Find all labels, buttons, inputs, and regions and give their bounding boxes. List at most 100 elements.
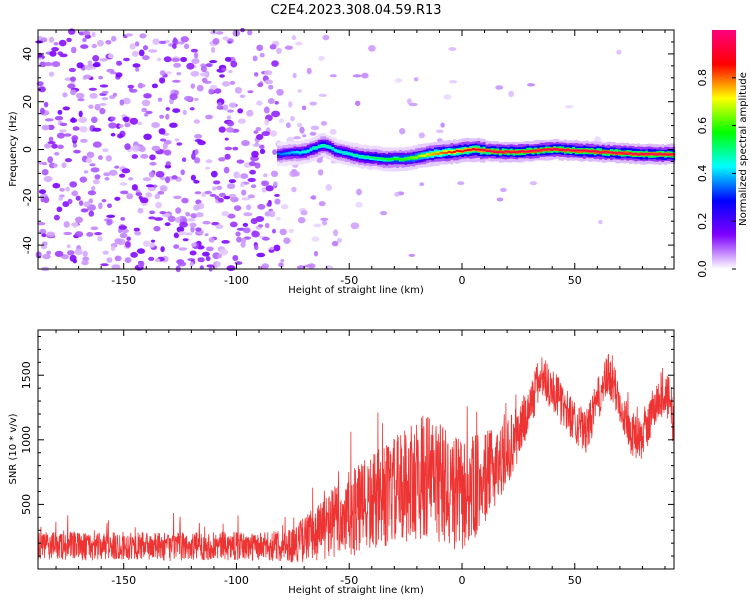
heatmap-ridge-cell xyxy=(563,149,567,153)
colorbar-tick-label: 0.2 xyxy=(696,212,709,230)
heatmap-cell xyxy=(259,148,266,154)
heatmap-cell xyxy=(127,84,135,89)
heatmap-cell xyxy=(131,184,138,191)
heatmap-cell xyxy=(300,210,308,216)
heatmap-cell xyxy=(134,231,142,236)
heatmap-cell xyxy=(135,192,143,197)
heatmap-cell xyxy=(97,39,104,47)
heatmap-cell xyxy=(66,37,72,43)
heatmap-cell xyxy=(221,211,230,217)
heatmap-ridge-cell xyxy=(496,151,500,153)
heatmap-cell xyxy=(94,103,101,111)
heatmap-cell xyxy=(176,142,183,146)
heatmap-cell xyxy=(101,199,107,203)
snr-frame xyxy=(37,329,675,570)
heatmap-cell xyxy=(322,34,330,41)
heatmap-cell xyxy=(58,39,67,47)
heatmap-cell xyxy=(256,252,266,258)
heatmap-cell xyxy=(43,175,53,183)
colorbar-tick-label: 0.6 xyxy=(696,117,709,135)
heatmap-ridge-cell xyxy=(339,151,343,154)
heatmap-ridge-cell xyxy=(591,150,594,153)
heatmap-cell xyxy=(157,190,165,195)
heatmap-cell xyxy=(59,122,68,127)
heatmap-cell xyxy=(309,101,318,106)
heatmap-cell xyxy=(280,204,289,210)
heatmap-cell xyxy=(229,221,238,228)
heatmap-cell xyxy=(75,216,83,223)
heatmap-ridge-cell xyxy=(417,155,421,158)
heatmap-ridge-cell xyxy=(520,150,524,152)
colorbar-tick-label: 0.8 xyxy=(696,69,709,87)
heatmap-cell xyxy=(296,265,306,270)
heatmap-cell xyxy=(194,97,199,101)
heatmap-cell xyxy=(177,41,185,45)
snr-y-tick-label: 1500 xyxy=(20,361,33,389)
heatmap-cell xyxy=(165,107,170,111)
heatmap-cell xyxy=(208,88,215,95)
heatmap-cell xyxy=(201,192,206,198)
heatmap-cell xyxy=(224,153,231,160)
heatmap-cell xyxy=(252,55,258,62)
heatmap-cell xyxy=(233,205,242,212)
heatmap-cell xyxy=(230,60,238,68)
spectrogram-x-tick-label: -50 xyxy=(340,274,358,287)
snr-x-tick-label: -150 xyxy=(111,574,136,587)
spectrogram-panel: -150 -100 -50 0 50 -40 -20 0 20 40 Height of str… xyxy=(8,27,676,296)
heatmap-cell xyxy=(172,43,177,49)
heatmap-cell xyxy=(112,92,117,97)
heatmap-cell xyxy=(318,201,326,207)
heatmap-cell xyxy=(125,33,133,37)
heatmap-cell xyxy=(443,94,452,100)
heatmap-ridge-cell xyxy=(469,148,473,151)
heatmap-ridge-cell xyxy=(344,152,348,155)
heatmap-cell xyxy=(173,244,180,249)
heatmap-cell xyxy=(321,220,328,226)
heatmap-cell xyxy=(139,146,146,153)
heatmap-cell xyxy=(180,36,189,43)
heatmap-cell xyxy=(39,228,47,235)
heatmap-cell xyxy=(174,138,180,142)
heatmap-ridge-cell xyxy=(309,149,313,152)
spectrogram-x-tick-label: 50 xyxy=(568,274,582,287)
heatmap-ridge-cell xyxy=(371,156,375,159)
heatmap-cell xyxy=(215,31,224,35)
heatmap-cell xyxy=(90,167,100,173)
heatmap-cell xyxy=(222,36,230,41)
heatmap-cell xyxy=(273,181,278,187)
heatmap-ridge-cell xyxy=(539,149,543,153)
heatmap-ridge-cell xyxy=(542,148,546,151)
heatmap-ridge-cell xyxy=(450,151,454,154)
heatmap-cell xyxy=(190,213,198,219)
heatmap-cell xyxy=(171,175,178,180)
heatmap-cell xyxy=(139,260,145,268)
heatmap-ridge-cell xyxy=(363,156,367,159)
heatmap-ridge-cell xyxy=(398,158,402,161)
heatmap-cell xyxy=(223,195,231,200)
heatmap-cell xyxy=(135,67,140,72)
heatmap-cell xyxy=(250,218,258,225)
heatmap-cell xyxy=(195,227,202,232)
heatmap-cell xyxy=(227,183,236,190)
heatmap-ridge-cell xyxy=(485,150,489,152)
heatmap-ridge-cell xyxy=(382,157,386,162)
heatmap-cell xyxy=(77,98,85,102)
heatmap-ridge-cell xyxy=(561,149,565,151)
heatmap-cell xyxy=(394,191,400,197)
heatmap-cell xyxy=(500,187,507,193)
heatmap-cell xyxy=(219,74,225,78)
heatmap-cell xyxy=(217,102,222,109)
heatmap-cell xyxy=(47,124,55,130)
heatmap-cell xyxy=(273,244,281,252)
heatmap-cell xyxy=(149,242,156,248)
heatmap-ridge-cell xyxy=(547,148,551,150)
heatmap-cell xyxy=(68,67,76,73)
heatmap-ridge-cell xyxy=(601,149,605,154)
heatmap-cell xyxy=(247,29,253,36)
heatmap-ridge-cell xyxy=(504,150,508,152)
heatmap-ridge-cell xyxy=(558,149,562,152)
heatmap-cell xyxy=(53,214,60,221)
heatmap-cell xyxy=(290,116,295,122)
heatmap-cell xyxy=(137,121,143,126)
heatmap-cell xyxy=(380,211,388,216)
